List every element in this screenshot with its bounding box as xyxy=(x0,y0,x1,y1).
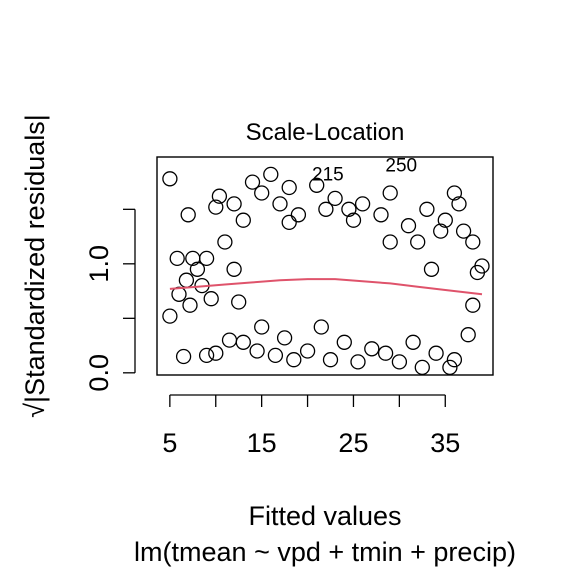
x-tick-label: 25 xyxy=(338,428,368,458)
data-point xyxy=(405,334,421,350)
data-point xyxy=(267,347,284,364)
data-point xyxy=(235,334,251,350)
data-point xyxy=(208,345,224,361)
data-point xyxy=(455,223,472,239)
chart-title: Scale-Location xyxy=(246,119,405,146)
data-point xyxy=(281,179,297,196)
data-point xyxy=(217,234,233,250)
data-point xyxy=(290,207,307,223)
data-point xyxy=(198,347,215,364)
x-axis: 5 15 25 35 xyxy=(162,394,460,458)
data-point xyxy=(373,207,389,223)
data-point xyxy=(410,234,426,250)
x-tick-label: 5 xyxy=(162,428,177,458)
y-tick-label: 0.0 xyxy=(84,354,114,392)
x-axis-label: Fitted values xyxy=(248,501,401,531)
data-point xyxy=(198,250,215,267)
data-point xyxy=(382,185,398,201)
data-point xyxy=(400,218,417,234)
data-point xyxy=(382,234,398,250)
data-point xyxy=(318,201,334,217)
data-point xyxy=(189,261,206,277)
data-point xyxy=(336,334,352,350)
plot-frame xyxy=(156,156,494,376)
data-point xyxy=(208,199,224,215)
data-point xyxy=(211,188,228,204)
smoother-layer xyxy=(169,278,483,296)
data-point xyxy=(162,308,178,324)
data-point xyxy=(364,341,380,357)
data-point xyxy=(391,354,408,370)
data-point xyxy=(377,345,394,361)
data-point xyxy=(428,345,444,361)
data-point xyxy=(281,214,297,231)
data-point xyxy=(350,354,366,370)
data-point xyxy=(272,196,288,212)
outlier-label: 215 xyxy=(312,164,344,185)
data-point xyxy=(203,291,219,307)
data-point xyxy=(437,212,453,228)
data-point xyxy=(313,319,329,335)
data-point xyxy=(419,201,435,217)
data-point xyxy=(235,212,251,228)
y-axis-label-text: |Standardized residuals| xyxy=(20,114,50,403)
data-point xyxy=(474,258,490,274)
data-point xyxy=(423,261,440,277)
data-point xyxy=(299,343,316,359)
data-point xyxy=(345,212,362,228)
smoother-line xyxy=(169,278,483,296)
y-axis-label: √|Standardized residuals| xyxy=(20,114,50,418)
data-point xyxy=(226,196,242,212)
data-point xyxy=(465,234,481,250)
y-tick-label: 1.0 xyxy=(84,245,114,283)
data-point xyxy=(244,174,261,190)
data-point xyxy=(465,297,481,313)
x-tick-label: 35 xyxy=(430,428,460,458)
data-point xyxy=(276,330,293,346)
data-point xyxy=(322,352,339,368)
y-axis: 0.0 1.0 xyxy=(84,208,136,392)
data-point xyxy=(263,166,279,183)
model-formula-label: lm(tmean ~ vpd + tmin + precip) xyxy=(134,537,516,567)
data-point xyxy=(460,327,476,343)
x-tick-label: 15 xyxy=(247,428,277,458)
data-point xyxy=(327,190,343,207)
data-point xyxy=(249,343,265,359)
data-point xyxy=(451,196,467,212)
outlier-labels: 250 215 xyxy=(312,156,417,186)
data-point xyxy=(309,177,325,193)
data-point xyxy=(231,294,247,310)
data-point xyxy=(254,319,270,335)
data-point xyxy=(175,348,192,365)
data-point xyxy=(433,223,449,239)
data-point xyxy=(286,352,302,368)
data-point xyxy=(226,261,242,277)
outlier-label: 250 xyxy=(385,156,417,177)
data-point xyxy=(180,207,196,223)
sqrt-symbol: √ xyxy=(20,403,50,418)
data-point xyxy=(354,196,371,212)
data-point xyxy=(446,185,463,201)
data-point xyxy=(169,250,185,267)
data-point xyxy=(182,297,198,313)
points-layer xyxy=(162,166,490,376)
data-point xyxy=(162,171,178,187)
data-point xyxy=(254,185,270,201)
data-point xyxy=(341,201,357,217)
data-point xyxy=(446,352,463,368)
